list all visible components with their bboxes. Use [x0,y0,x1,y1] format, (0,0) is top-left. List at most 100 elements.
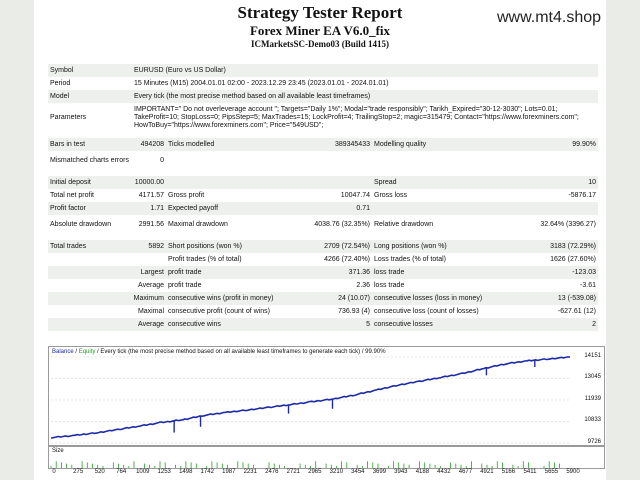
mxl-cp-value: 736.93 (4) [338,307,370,315]
max-cw-value: 24 (10.07) [286,292,372,305]
row-largest: Largest profit trade 371.36 loss trade -… [48,266,599,279]
report-table: Symbol EURUSD (Euro vs US Dollar) Period… [48,64,599,331]
absdd-value: 2991.56 [138,221,164,228]
average-label: Average [138,281,164,289]
x-tick-label: 3943 [394,469,408,475]
size-chart: Size [48,446,605,469]
x-tick-label: 0 [52,469,56,475]
bars-value: 494208 [132,138,166,151]
grossprofit-value: 10047.74 [340,191,370,199]
row-maximal: Maximal consecutive profit (count of win… [48,305,598,318]
legend-balance: Balance [52,349,74,355]
average-pt-value: 2.36 [356,281,370,289]
x-tick-label: 4432 [437,469,451,475]
x-tick-label: 4188 [415,469,430,475]
grossloss-value: -5876.17 [568,191,597,199]
long-label: Long positions (won %) [372,240,484,253]
row-parameters: Parameters IMPORTANT=" Do not overlevera… [48,103,598,133]
avg-cw-value: 5 [286,318,372,331]
largest-lt-label: loss trade [372,266,484,279]
watermark-text: www.mt4.shop [497,9,602,26]
ticks-label: Ticks modelled [166,138,286,151]
row-trades: Total trades 5892 Short positions (won %… [48,240,599,253]
balance-series-line [50,356,571,439]
loss-trades-value: 1626 (27.60%) [550,255,597,263]
row-netprofit: Total net profit 4171.57 Gross profit 10… [48,189,598,202]
balance-chart-svg [50,356,571,444]
pf-value: 1.71 [132,202,166,215]
model-label: Model [48,90,132,103]
balance-chart: Balance / Equity / Every tick (the most … [48,346,605,446]
deposit-label: Initial deposit [48,176,132,189]
symbol-value: EURUSD (Euro vs US Dollar) [132,64,599,77]
y-tick-label: 9726 [587,439,601,445]
spread-label: Spread [372,176,484,189]
payoff-value: 0.71 [286,202,372,215]
average-pt-label: profit trade [168,281,202,289]
y-tick-label: 11939 [584,395,601,402]
loss-trades-label: Loss trades (% of total) [374,255,446,263]
pf-label: Profit factor [48,202,132,215]
avg-cw-label: consecutive wins [166,318,286,331]
mxl-cp-label: consecutive profit (count of wins) [168,307,270,315]
legend-sep: / [73,349,79,355]
report-page: www.mt4.shop Strategy Tester Report Fore… [34,0,606,480]
y-tick-label: 10833 [584,417,601,424]
short-label: Short positions (won %) [166,240,286,253]
row-profitfactor: Profit factor 1.71 Expected payoff 0.71 [48,202,599,215]
legend-equity: Equity [78,349,96,355]
x-tick-label: 520 [94,469,105,475]
report-server: ICMarketsSC-Demo03 (Build 1415) [251,39,389,49]
avg2-label: Average [48,318,166,331]
ticks-value: 389345433 [286,138,372,151]
x-tick-label: 1742 [200,469,214,475]
avg-cl-label: consecutive losses [372,318,484,331]
maxdd-value: 4038.76 (32.35%) [314,221,370,228]
x-tick-label: 275 [73,469,84,475]
quality-value: 99.90% [484,138,599,151]
report-subtitle: Forex Miner EA V6.0_fix [249,23,391,38]
period-value: 15 Minutes (M15) 2004.01.01 02:00 - 2023… [134,79,389,87]
grossprofit-label: Gross profit [168,191,205,199]
row-deposit: Initial deposit 10000.00 Spread 10 [48,176,599,189]
x-tick-label: 2721 [286,469,301,475]
row-period: Period 15 Minutes (M15) 2004.01.01 02:00… [48,77,598,90]
mxl-cl-label: consecutive loss (count of losses) [374,307,479,315]
x-tick-label: 5166 [501,469,516,475]
deposit-value: 10000.00 [132,176,166,189]
average-lt-value: -3.61 [580,281,597,289]
long-value: 3183 (72.29%) [484,240,599,253]
x-tick-label: 3454 [351,469,365,475]
model-value: Every tick (the most precise method base… [132,90,599,103]
x-tick-label: 764 [116,469,127,475]
maximum-label: Maximum [48,292,166,305]
x-tick-label: 1009 [136,469,150,475]
report-title: Strategy Tester Report [237,3,403,22]
x-tick-label: 3210 [329,469,344,475]
x-tick-label: 5411 [523,469,537,475]
period-label: Period [50,79,71,87]
row-mismatch: Mismatched charts errors 0 [48,151,598,171]
parameters-value: IMPORTANT=" Do not overleverage account … [134,106,579,129]
y-tick-label: 13045 [584,374,601,381]
row-average: Average profit trade 2.36 loss trade -3.… [48,279,598,292]
largest-label: Largest [48,266,166,279]
largest-lt-value: -123.03 [484,266,599,279]
x-tick-label: 2476 [265,469,279,475]
x-tick-label: 1498 [179,469,193,475]
trades-value: 5892 [132,240,166,253]
parameters-label: Parameters [50,114,87,121]
maxdd-label: Maximal drawdown [168,221,228,228]
row-bars: Bars in test 494208 Ticks modelled 38934… [48,138,599,151]
x-tick-label: 1253 [157,469,171,475]
payoff-label: Expected payoff [166,202,286,215]
chart-legend: Balance / Equity / Every tick (the most … [52,349,386,355]
legend-desc: / Every tick (the most precise method ba… [95,349,386,355]
x-axis-ticks: 0 275 520 764 1009 1253 1498 1742 1987 2231 2476 27… [48,468,603,478]
avg-cl-value: 2 [484,318,599,331]
reldd-label: Relative drawdown [374,221,434,228]
netprofit-value: 4171.57 [138,191,164,199]
profit-trades-label: Profit trades (% of total) [168,255,242,263]
x-tick-label: 2965 [308,469,322,475]
x-tick-label: 4677 [458,469,473,475]
